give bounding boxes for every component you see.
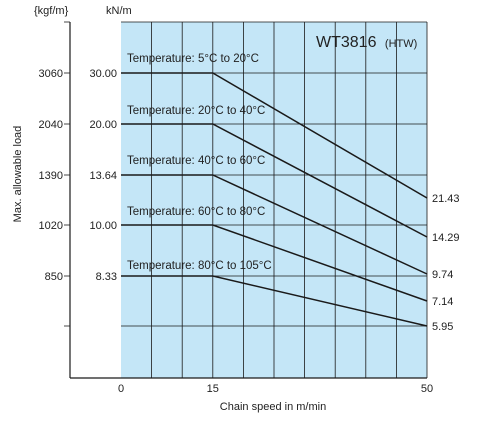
y-tick-label-kgf: 1020 (39, 220, 63, 232)
end-value-label: 7.14 (432, 296, 453, 308)
end-value-label: 21.43 (432, 193, 460, 205)
series-line (121, 275, 428, 327)
y-tick-label-kgf: 1390 (39, 170, 63, 182)
y-tick-label-kn: 10.00 (89, 220, 117, 232)
model-name-suffix: (HTW) (385, 38, 417, 50)
series-line (121, 224, 428, 302)
series-label: Temperature: 60°C to 80°C (127, 206, 265, 218)
series-label: Temperature: 5°C to 20°C (127, 53, 259, 65)
model-name-main: WT3816 (316, 34, 377, 51)
end-value-label: 9.74 (432, 269, 453, 281)
series-label: Temperature: 80°C to 105°C (127, 260, 272, 272)
y-tick-label-kn: 30.00 (89, 68, 117, 80)
curve-labels: Temperature: 5°C to 20°C 21.43 Temperature… (127, 53, 460, 333)
x-tick-label: 50 (421, 383, 433, 395)
y-unit-kn: kN/m (106, 5, 132, 17)
series-label: Temperature: 20°C to 40°C (127, 105, 265, 117)
model-name: WT3816 (HTW) (316, 34, 417, 51)
x-tick-label: 15 (207, 383, 219, 395)
series-line (121, 123, 428, 238)
y-axis-title: Max. allowable load (12, 126, 24, 223)
series-line (121, 72, 428, 199)
curves (121, 72, 428, 327)
y-tick-label-kgf: 3060 (39, 68, 63, 80)
y-tick-label-kn: 20.00 (89, 119, 117, 131)
y-unit-kgf: {kgf/m} (34, 5, 69, 17)
y-tick-label-kn: 13.64 (89, 170, 117, 182)
ticks: 3060 30.00 2040 20.00 1390 13.64 1020 10.00 850 8… (39, 21, 433, 395)
end-value-label: 14.29 (432, 232, 460, 244)
y-tick-label-kgf: 850 (45, 271, 63, 283)
series-label: Temperature: 40°C to 60°C (127, 155, 265, 167)
y-tick-label-kn: 8.33 (96, 271, 117, 283)
end-value-label: 5.95 (432, 321, 453, 333)
x-axis-title: Chain speed in m/min (220, 401, 326, 413)
y-tick-label-kgf: 2040 (39, 119, 63, 131)
series-line (121, 174, 428, 275)
x-tick-label: 0 (118, 383, 124, 395)
